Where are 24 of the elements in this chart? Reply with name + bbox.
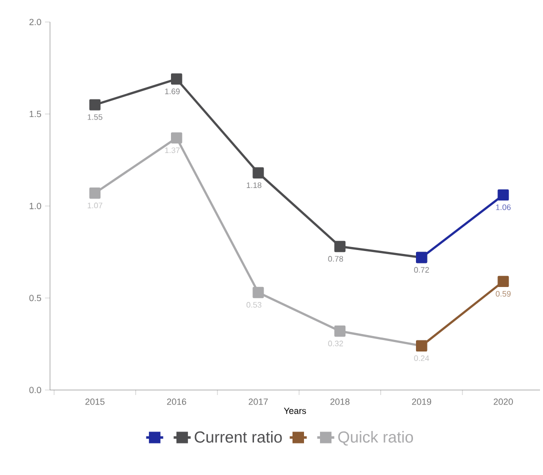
y-tick-label: 1.5 (30, 110, 42, 118)
legend-label: Current ratio (194, 430, 282, 443)
point (89, 99, 101, 110)
point (334, 240, 346, 252)
point (334, 326, 346, 337)
point (89, 188, 101, 199)
x-tick-label: 2017 (248, 398, 268, 405)
point (170, 132, 182, 144)
x-tick-label: 2020 (494, 398, 513, 405)
x-tick-label: 2016 (167, 398, 186, 405)
y-tick-label: 0.0 (29, 386, 42, 394)
x-axis-title: Years (284, 408, 306, 414)
x-tick-label: 2018 (330, 398, 350, 405)
point (170, 73, 182, 85)
y-tick-label: 0.5 (29, 294, 42, 302)
point (252, 286, 264, 298)
x-tick-label: 2019 (412, 398, 432, 405)
x-tick-label: 2015 (85, 398, 105, 405)
point (252, 167, 264, 178)
y-tick-label: 2.0 (29, 18, 42, 26)
y-tick-label: 1.0 (30, 202, 42, 210)
point (498, 189, 509, 201)
legend-label: Quick ratio (338, 430, 413, 446)
point (498, 276, 509, 288)
